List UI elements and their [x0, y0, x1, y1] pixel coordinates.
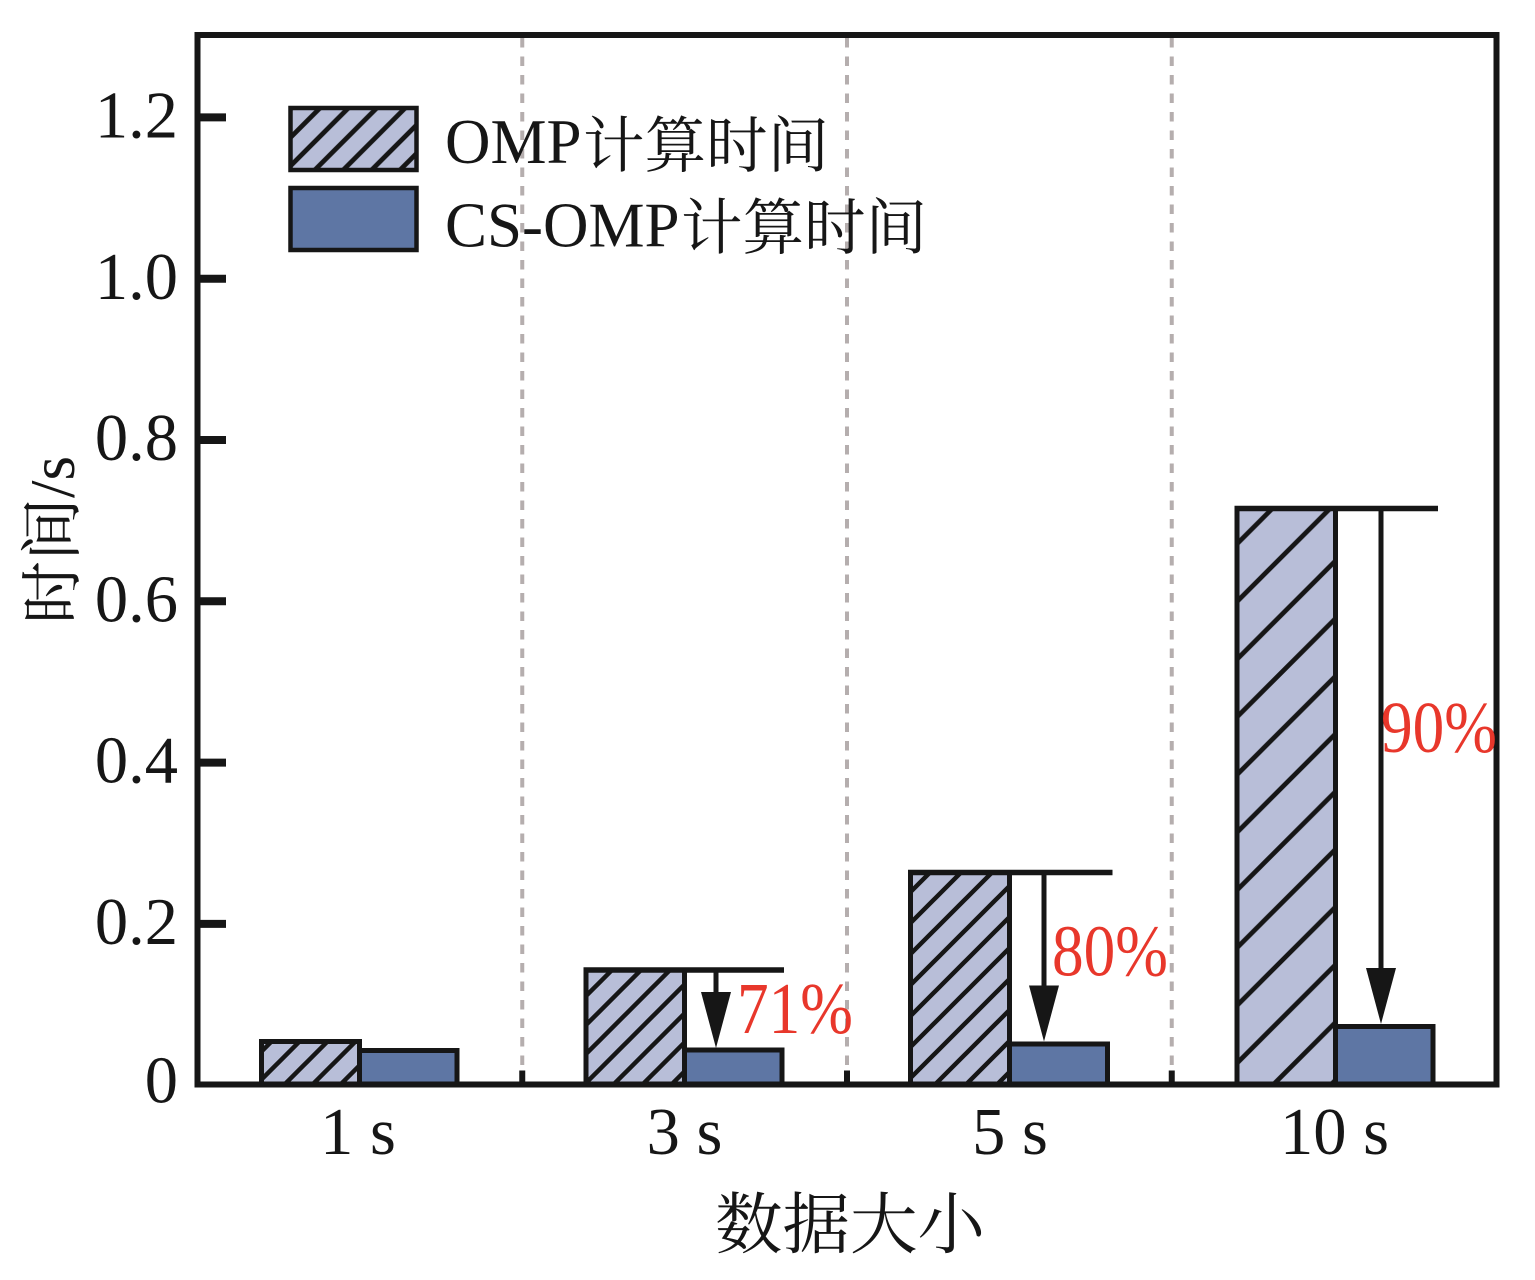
svg-text:0.6: 0.6: [95, 564, 178, 637]
svg-text:1 s: 1 s: [320, 1096, 396, 1169]
svg-text:0.8: 0.8: [95, 402, 178, 475]
svg-text:0.4: 0.4: [95, 725, 178, 798]
svg-text:0.2: 0.2: [95, 886, 178, 959]
svg-text:71%: 71%: [737, 968, 853, 1049]
svg-text:0: 0: [145, 1045, 178, 1118]
svg-text:1.0: 1.0: [95, 241, 178, 314]
svg-text:3 s: 3 s: [647, 1096, 723, 1169]
svg-text:/s: /s: [18, 456, 88, 498]
svg-text:90%: 90%: [1381, 687, 1497, 768]
svg-text:80%: 80%: [1052, 911, 1168, 992]
svg-text:CS-OMP: CS-OMP: [445, 191, 680, 261]
svg-text:10 s: 10 s: [1280, 1096, 1389, 1169]
svg-text:1.2: 1.2: [95, 80, 178, 153]
svg-text:OMP: OMP: [445, 107, 582, 177]
svg-text:5 s: 5 s: [972, 1096, 1048, 1169]
